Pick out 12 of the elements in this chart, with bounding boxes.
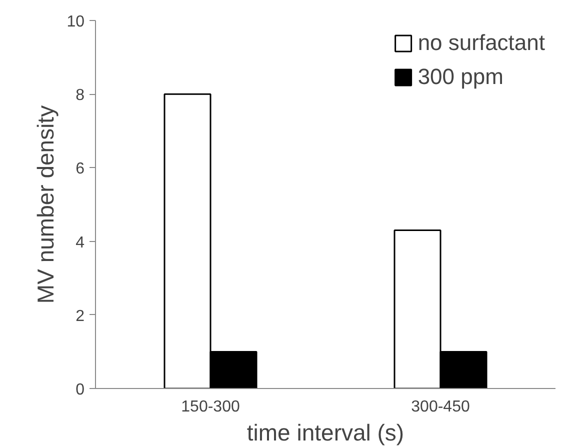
legend-label: no surfactant [418, 30, 545, 56]
x-axis-title: time interval (s) [246, 420, 404, 446]
y-tick-label: 4 [76, 234, 85, 252]
y-tick-label: 0 [76, 382, 85, 398]
y-tick-label: 2 [76, 308, 85, 325]
x-tick-label: 300-450 [411, 398, 470, 416]
y-tick-label: 10 [66, 14, 85, 30]
x-tick-label: 150-300 [181, 398, 240, 416]
y-axis-title: MV number density [32, 104, 59, 304]
y-tick-label: 6 [76, 160, 85, 178]
legend-label: 300 ppm [418, 64, 504, 90]
y-tick-label: 8 [76, 87, 85, 104]
